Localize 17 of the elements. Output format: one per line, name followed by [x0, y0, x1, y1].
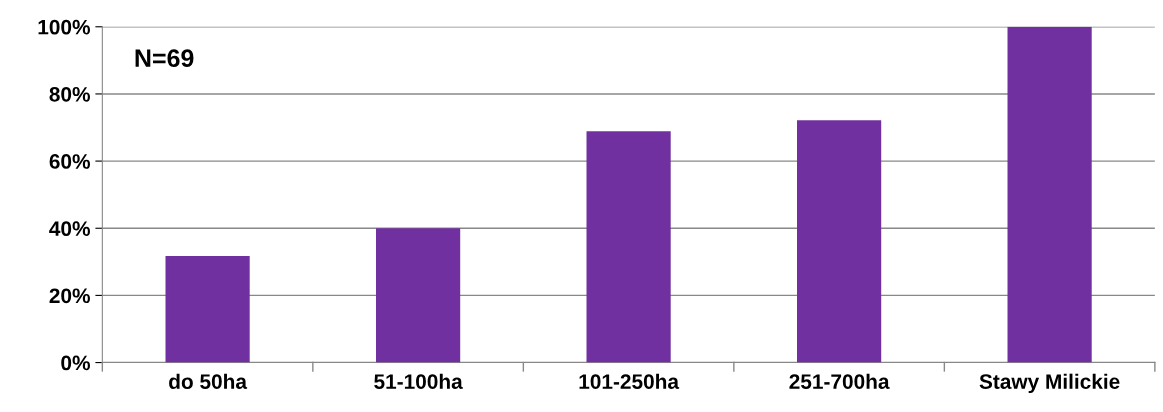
x-tick-label: 251-700ha: [789, 373, 890, 389]
x-tick-label: 51-100ha: [374, 373, 463, 389]
y-tick-label: 0%: [61, 355, 90, 371]
y-tick-label: 80%: [49, 86, 90, 102]
bar: [586, 131, 671, 363]
y-tick-label: 60%: [49, 154, 90, 169]
y-tick-label: 20%: [49, 288, 90, 304]
x-tick-label: 101-250ha: [579, 373, 680, 389]
x-tick-label: do 50ha: [169, 373, 248, 389]
annotation: N=69: [135, 49, 194, 68]
bar: [797, 120, 882, 363]
y-tick-label: 100%: [38, 19, 90, 35]
bar: [165, 256, 250, 363]
bar: [1007, 26, 1092, 363]
y-tick-label: 40%: [49, 221, 90, 236]
bar: [376, 228, 461, 363]
x-tick-label: Stawy Milickie: [979, 373, 1120, 394]
